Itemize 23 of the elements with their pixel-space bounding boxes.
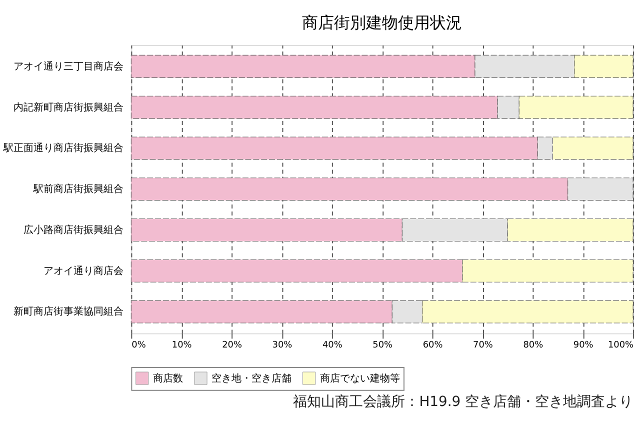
x-tick-label: 80% (523, 340, 544, 351)
y-tick-label: 駅正面通り商店街振興組合 (2, 142, 124, 154)
x-tick-label: 20% (222, 340, 242, 351)
y-tick-label: アオイ通り商店会 (44, 264, 124, 277)
y-tick-label: 駅前商店街振興組合 (32, 183, 124, 196)
x-tick-label: 70% (473, 340, 493, 351)
chart-title: 商店街別建物使用状況 (302, 13, 462, 32)
legend-label: 空き地・空き店舗 (212, 372, 292, 384)
x-tick-label: 50% (372, 340, 393, 351)
text: 福知山商工会議所：H19.9 空き店舗・空き地調査より (293, 394, 634, 410)
x-tick-label: 10% (172, 340, 192, 351)
y-tick-label: 新町商店街事業協同組合 (14, 306, 124, 318)
x-tick-label: 30% (272, 340, 292, 351)
legend-label: 商店数 (153, 372, 184, 384)
y-tick-label: 広小路商店街振興組合 (24, 224, 124, 236)
y-tick-label: 内記新町商店街振興組合 (14, 101, 124, 114)
x-tick-label: 40% (322, 340, 342, 351)
x-tick-label: 0% (132, 340, 146, 351)
y-tick-label: アオイ通り三丁目商店会 (14, 60, 124, 72)
x-tick-label: 100% (608, 340, 634, 351)
x-tick-label: 90% (573, 340, 594, 351)
legend-label: 商店でない建物等 (320, 372, 400, 384)
x-tick-label: 60% (422, 340, 443, 351)
